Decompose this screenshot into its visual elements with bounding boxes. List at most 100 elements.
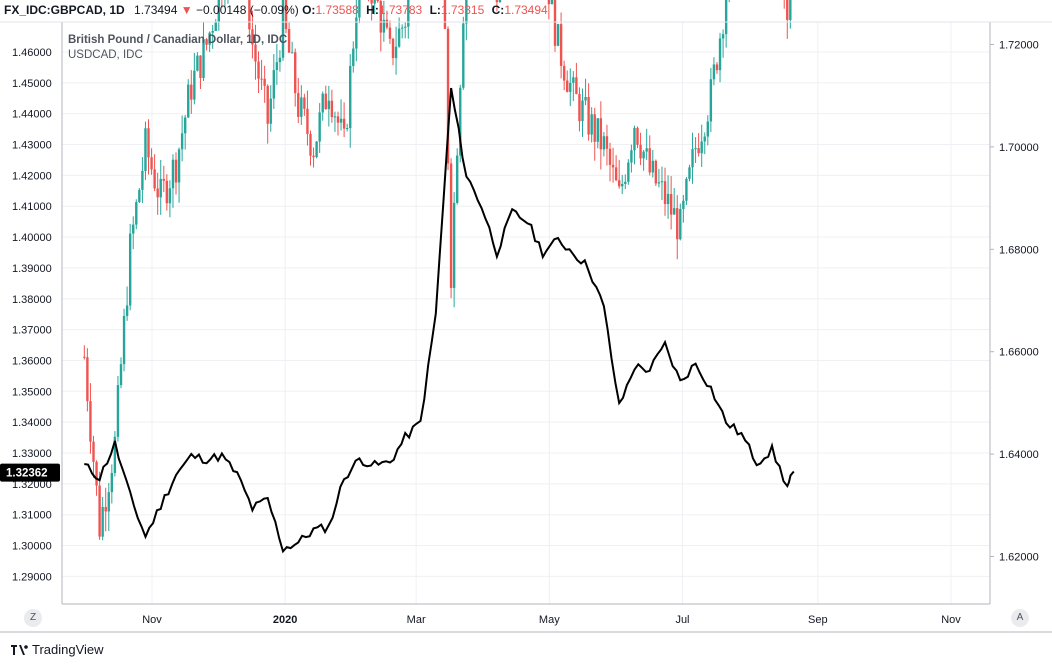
zoom-button[interactable]: Z [24,609,42,627]
auto-scale-button[interactable]: A [1011,609,1029,627]
candle-body [654,160,658,184]
candle-body [159,178,162,198]
candle-body [553,0,557,46]
candle-body [376,0,379,2]
candle [498,0,502,3]
candle [303,93,306,116]
candle-body [452,202,456,288]
candle [578,87,581,132]
candle [345,123,349,132]
candle [495,0,499,12]
candle [584,78,587,106]
change-arrow-icon: ▼ [180,3,193,17]
candle-body [382,19,386,33]
candle-body [309,133,312,156]
candle [569,68,572,107]
high-label: H: [366,3,379,17]
candle [269,85,272,132]
candle [614,155,618,182]
candle [385,10,389,30]
candle [672,188,676,215]
candle [452,192,456,308]
candle [119,357,123,389]
main-series-legend[interactable]: British Pound / Canadian Dollar, 1D, IDC [68,34,288,46]
candle [608,142,612,182]
candle-body [407,0,410,27]
brand[interactable]: TradingView [10,642,104,657]
candle-body [651,160,654,173]
candle-body [297,93,300,117]
candle [645,128,648,160]
candle [138,188,141,204]
candle-body [89,401,92,442]
candle-body [605,136,609,149]
candle-body [183,117,187,134]
candle [358,0,361,24]
candle [462,16,465,90]
candle [266,84,269,144]
candle [712,57,716,86]
last-price: 1.73494 [134,3,178,17]
left-tick-label: 1.46000 [12,47,52,59]
candle [171,154,175,208]
candle-body [575,77,578,95]
candle-body [135,202,138,225]
candle-body [327,100,331,110]
left-tick-label: 1.32000 [12,479,52,491]
open-value: 1.73588 [315,3,359,17]
candle [275,44,279,85]
candle-body [608,148,612,165]
symbol-title[interactable]: FX_IDC:GBPCAD, 1D [4,3,125,17]
candle [654,159,658,186]
candle [789,0,792,29]
candle-body [385,19,389,28]
overlay-series-legend[interactable]: USDCAD, IDC [68,49,143,61]
close-label: C: [491,3,505,17]
candle-body [333,116,337,118]
candle-body [98,485,101,537]
candle [663,167,667,216]
candle [263,65,266,103]
candle-body [318,112,321,142]
candle-body [358,0,361,18]
candle-body [266,85,269,124]
candle [162,165,165,193]
price-badges: 1.323621.73494 [0,463,60,482]
candle [449,158,453,299]
candle-body [125,305,129,316]
candle [101,496,104,541]
left-tick-label: 1.43000 [12,140,52,152]
candle-body [617,180,621,187]
candle-body [187,84,190,118]
candle [339,99,343,131]
left-tick-label: 1.34000 [12,417,52,429]
left-tick-label: 1.40000 [12,232,52,244]
candle-body [86,357,89,402]
candle-body [459,87,462,156]
candle-body [287,29,291,53]
candle [718,32,722,83]
candle-body [263,78,266,86]
time-tick-label: Mar [407,614,426,626]
candle-body [355,17,358,49]
candle-body [336,116,340,123]
left-axis-ticks: 1.46000 1.45000 1.44000 1.43000 1.42000 1.410… [12,47,52,583]
candle [715,62,719,74]
candle-body [391,38,395,59]
candle [630,144,633,173]
candle-body [700,141,703,154]
candle [660,166,664,201]
candle [190,70,193,114]
low-label: L: [429,3,441,17]
candle-body [642,151,645,159]
candle-body [132,224,135,234]
candle [135,199,138,230]
candle-body [122,315,126,365]
candle [150,148,153,175]
candle-body [682,200,685,210]
candle [86,348,89,412]
candle [349,53,352,148]
candle-body [449,163,453,288]
candle [128,223,132,311]
